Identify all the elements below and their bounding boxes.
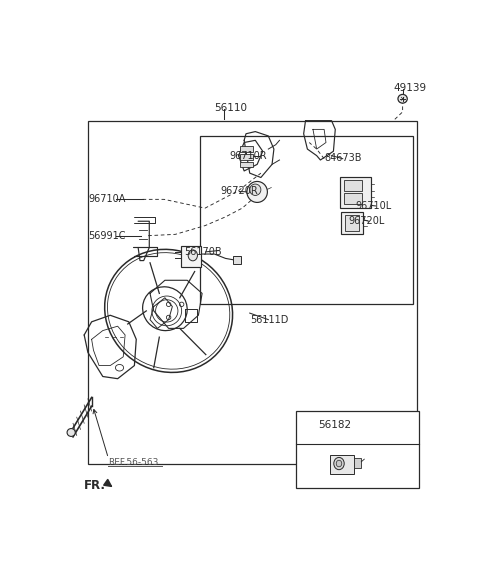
Text: 96720R: 96720R [220,186,258,197]
Bar [181,246,202,267]
Text: 56991C: 56991C [88,231,125,241]
Text: 56111D: 56111D [250,315,288,325]
Ellipse shape [67,428,75,436]
Bar [354,458,361,468]
Bar [344,179,362,191]
Bar [340,177,371,208]
Text: FR.: FR. [84,479,106,492]
Text: 56170B: 56170B [185,247,222,257]
Bar [233,256,241,264]
Text: 96710L: 96710L [356,201,392,211]
Bar [88,120,417,464]
Bar [341,212,363,235]
Text: 96710R: 96710R [229,151,267,161]
Ellipse shape [250,184,261,195]
Bar [200,136,413,304]
Text: 56110: 56110 [215,102,247,112]
Bar [330,455,354,474]
Bar [345,215,360,231]
Text: 49139: 49139 [393,83,426,93]
Ellipse shape [188,250,197,261]
Ellipse shape [334,457,344,470]
Ellipse shape [398,94,407,103]
Bar [296,411,419,488]
Bar [240,147,253,152]
Bar [344,193,362,204]
Text: 84673B: 84673B [324,153,361,163]
Text: 96710A: 96710A [88,194,125,204]
Text: 56182: 56182 [319,420,352,429]
Bar [240,154,253,160]
Ellipse shape [247,181,267,202]
Ellipse shape [336,460,342,467]
Text: 96720L: 96720L [348,216,384,226]
Bar [240,162,253,168]
Text: REF.56-563: REF.56-563 [108,458,159,467]
